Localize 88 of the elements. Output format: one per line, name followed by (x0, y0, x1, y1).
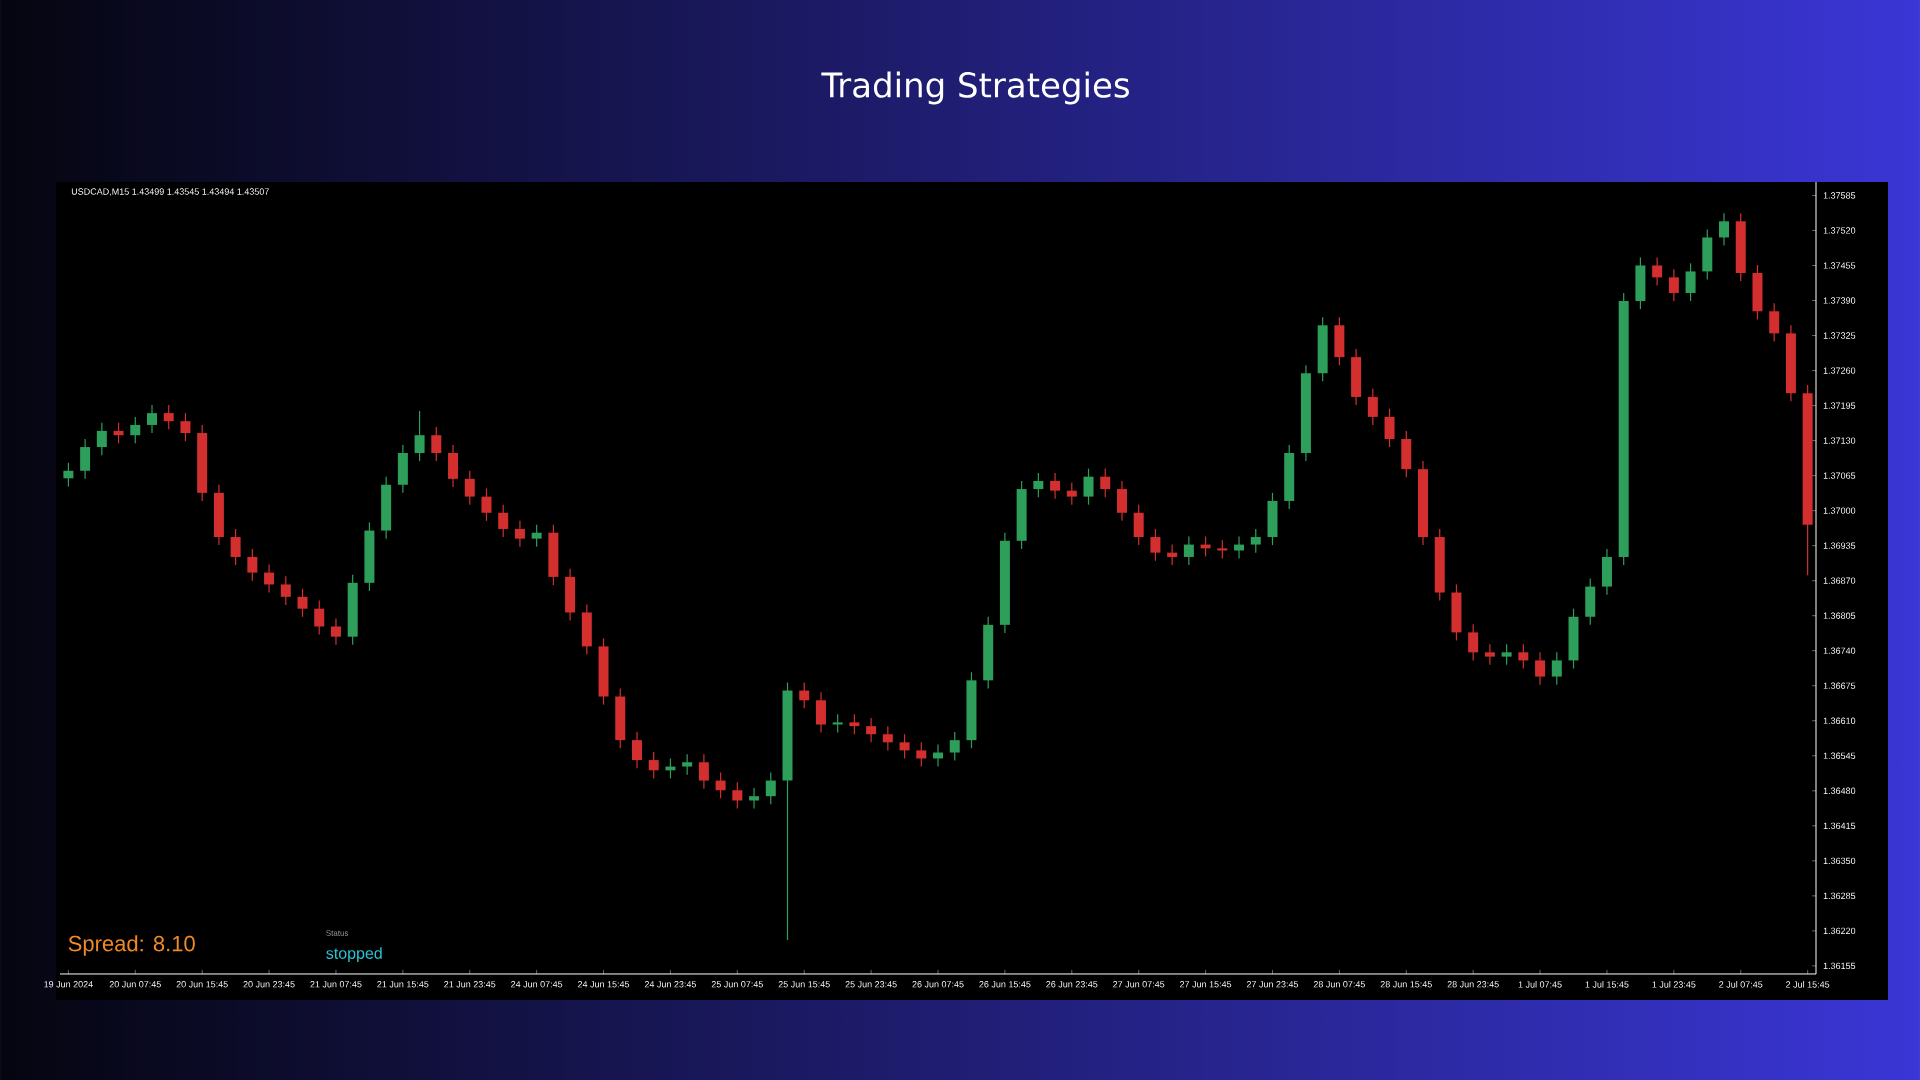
candlestick (498, 504, 509, 538)
candlestick (832, 713, 843, 734)
candlestick (849, 713, 860, 735)
candlestick (63, 462, 74, 487)
candlestick (1083, 468, 1094, 506)
candlestick (1050, 472, 1061, 500)
candlestick (1601, 548, 1612, 596)
candlestick (882, 725, 893, 751)
candlestick (1501, 643, 1512, 666)
candlestick (749, 787, 760, 810)
candlestick (1668, 268, 1679, 302)
candlestick (1384, 408, 1395, 448)
candlestick (264, 563, 275, 594)
candlestick (481, 487, 492, 522)
candlestick (1702, 228, 1713, 281)
candlestick (1451, 583, 1462, 642)
candlestick (1334, 316, 1345, 366)
candlestick (314, 600, 325, 636)
candlestick (297, 588, 308, 618)
candlestick (1183, 535, 1194, 566)
candlestick (715, 771, 726, 799)
annotation: Spread: 8.10 (68, 935, 195, 956)
candlestick (414, 410, 425, 462)
candlestick (1752, 264, 1763, 320)
candlestick (1284, 444, 1295, 510)
candlestick (180, 412, 191, 442)
candlestick (1033, 472, 1044, 498)
candlestick (130, 416, 141, 444)
candlestick (1685, 262, 1696, 302)
candlestick (1150, 528, 1161, 562)
candlestick (247, 548, 258, 582)
candlestick (80, 438, 91, 480)
candlestick (899, 733, 910, 760)
candlestick (514, 520, 525, 548)
candlestick (1317, 316, 1328, 382)
candlestick (1066, 482, 1077, 506)
candlestick (1250, 528, 1261, 554)
candlestick (1719, 212, 1730, 247)
candlestick (448, 444, 459, 488)
candlestick (280, 575, 291, 606)
candlestick (397, 444, 408, 494)
candlestick (213, 484, 224, 546)
candlestick (949, 731, 960, 762)
candlestick (1367, 388, 1378, 426)
candlestick (330, 617, 341, 646)
chart-title: Trading Strategies (821, 71, 1129, 105)
candlestick (1468, 623, 1479, 661)
candlestick (113, 422, 124, 444)
candlestick (615, 687, 626, 749)
candlestick (648, 751, 659, 779)
candlestick (1518, 643, 1529, 670)
candlestick (1551, 651, 1562, 686)
candlestick (698, 753, 709, 790)
candlestick (1585, 577, 1596, 626)
candlestick (1116, 480, 1127, 522)
candlestick (1351, 348, 1362, 406)
candlestick (799, 681, 810, 709)
candlestick (96, 422, 107, 456)
candlestick (682, 753, 693, 776)
candlestick (1100, 468, 1111, 498)
candlestick (381, 476, 392, 540)
candlestick (1267, 492, 1278, 546)
candlestick (1535, 651, 1546, 686)
candlestick (548, 524, 559, 586)
candlestick (565, 568, 576, 622)
candlestick (531, 524, 542, 548)
candlestick (147, 404, 158, 434)
candlestick (1133, 504, 1144, 546)
candlestick (765, 771, 776, 805)
candlestick (1635, 256, 1646, 310)
candlestick (1401, 430, 1412, 478)
candlestick (866, 717, 877, 743)
candlestick (230, 528, 241, 566)
candlestick (163, 404, 174, 430)
candlestick (631, 731, 642, 769)
candlestick (1167, 543, 1178, 566)
candlestick (1217, 539, 1228, 560)
candlestick (581, 603, 592, 656)
candlestick (732, 781, 743, 810)
candlestick (916, 741, 927, 768)
candlestick (1769, 302, 1780, 343)
candlestick (815, 691, 826, 734)
candlestick (1652, 256, 1663, 287)
annotation: stopped (326, 947, 382, 963)
candlestick (431, 426, 442, 462)
candlestick (1484, 643, 1495, 666)
candlestick (1568, 608, 1579, 670)
candlestick (464, 470, 475, 506)
